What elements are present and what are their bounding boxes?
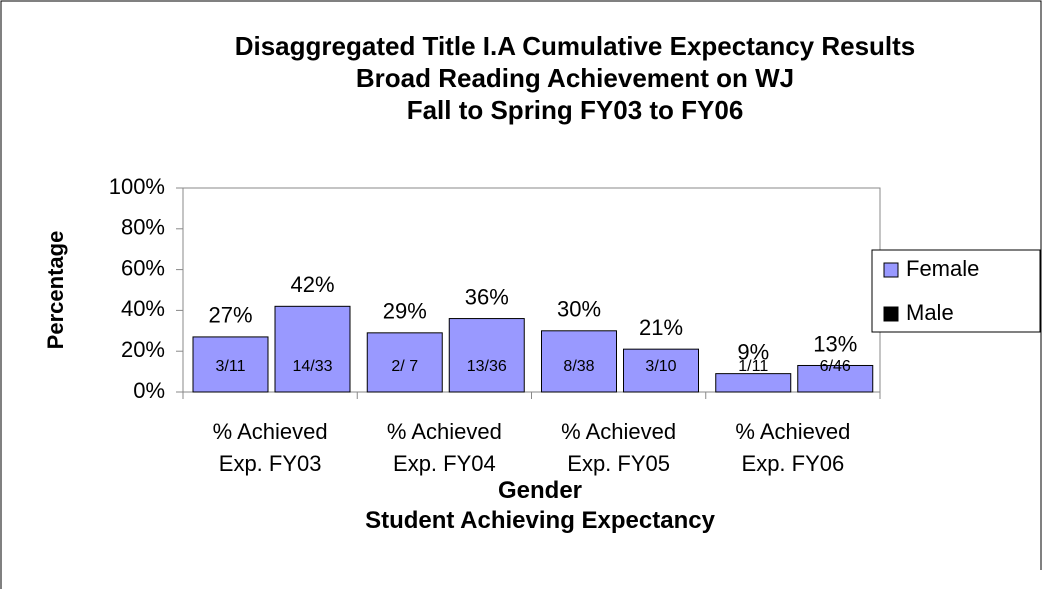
y-axis-label: Percentage <box>43 231 68 350</box>
bar <box>366 332 443 393</box>
inner-label: 8/38 <box>563 358 594 375</box>
value-label: 29% <box>383 299 427 324</box>
bar <box>541 330 617 393</box>
inner-label: 6/46 <box>820 358 851 375</box>
y-tick-label: 0% <box>133 378 165 403</box>
value-label: 30% <box>557 297 601 322</box>
inner-label: 1/11 <box>738 358 768 375</box>
x-tick-label: % Achieved Exp. FY05 <box>561 419 677 476</box>
value-label: 36% <box>465 284 509 309</box>
inner-label: 13/36 <box>467 358 507 375</box>
bar <box>623 348 699 393</box>
inner-label: 14/33 <box>292 358 332 375</box>
value-label: 27% <box>208 303 252 328</box>
chart-title: Disaggregated Title I.A Cumulative Expec… <box>234 31 916 125</box>
bar <box>715 373 792 393</box>
y-tick-label: 100% <box>109 174 165 199</box>
y-tick-label: 40% <box>121 296 165 321</box>
x-axis-label: Gender Student Achieving Expectancy <box>365 477 715 534</box>
legend-marker <box>883 306 899 322</box>
bar <box>274 305 351 393</box>
value-label: 9% <box>737 339 769 364</box>
value-label: 42% <box>290 272 334 297</box>
y-tick-label: 60% <box>121 255 165 280</box>
x-tick-label: % Achieved Exp. FY06 <box>735 419 851 476</box>
y-tick-label: 20% <box>121 337 165 362</box>
value-label: 13% <box>813 331 857 356</box>
y-tick-label: 80% <box>121 215 165 240</box>
bar <box>797 364 874 393</box>
bar <box>448 318 525 393</box>
value-label: 21% <box>639 315 683 340</box>
bar <box>192 336 269 393</box>
inner-label: 3/10 <box>645 358 676 375</box>
legend-label: Male <box>906 300 954 325</box>
legend-marker <box>883 262 899 278</box>
legend-label: Female <box>906 256 979 281</box>
x-tick-label: % Achieved Exp. FY04 <box>386 419 502 476</box>
inner-label: 3/11 <box>216 358 246 375</box>
x-tick-label: % Achieved Exp. FY03 <box>212 419 328 476</box>
legend-box <box>871 249 1041 333</box>
inner-label: 2/ 7 <box>391 358 418 375</box>
